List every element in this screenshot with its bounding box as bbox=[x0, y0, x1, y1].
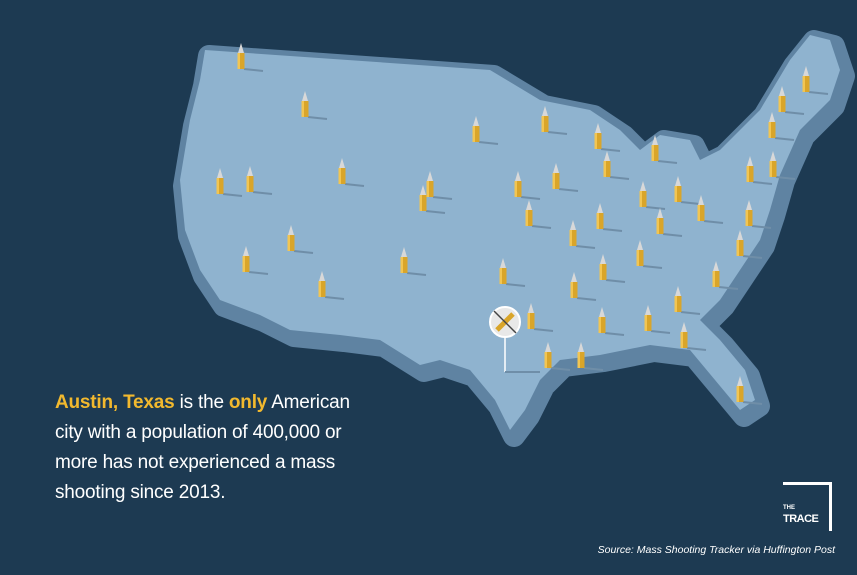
logo: THE TRACE bbox=[783, 482, 832, 531]
bullet bbox=[736, 376, 763, 405]
bullet bbox=[544, 342, 571, 371]
bullet bbox=[287, 225, 314, 254]
bullet bbox=[746, 156, 773, 185]
bullet bbox=[768, 112, 795, 141]
bullet bbox=[656, 208, 683, 237]
highlight: only bbox=[228, 392, 268, 413]
bullet bbox=[472, 116, 499, 145]
bullet bbox=[651, 135, 678, 164]
bullet bbox=[552, 163, 579, 192]
bullets bbox=[216, 43, 829, 405]
bullet bbox=[242, 246, 269, 275]
bullet bbox=[599, 254, 626, 283]
bullet bbox=[598, 307, 625, 336]
bullet bbox=[636, 240, 663, 269]
logo-small: THE bbox=[783, 505, 795, 511]
bullet bbox=[301, 91, 328, 120]
text: is the bbox=[174, 392, 229, 413]
bullet bbox=[577, 342, 604, 371]
bullet bbox=[527, 303, 554, 332]
bullet bbox=[570, 272, 597, 301]
bullet bbox=[712, 261, 739, 290]
logo-big: TRACE bbox=[783, 513, 819, 525]
bullet bbox=[674, 176, 701, 205]
bullet bbox=[400, 247, 427, 276]
bullet bbox=[338, 158, 365, 187]
bullet bbox=[802, 66, 829, 95]
bullet bbox=[697, 195, 724, 224]
bullet bbox=[246, 166, 273, 195]
bullet bbox=[745, 200, 772, 229]
bullet bbox=[499, 258, 526, 287]
bullet bbox=[603, 151, 630, 180]
source: Source: Mass Shooting Tracker via Huffin… bbox=[597, 544, 835, 556]
bullet bbox=[680, 322, 707, 351]
text: American city with a population of 400,0… bbox=[55, 392, 350, 503]
bullet bbox=[318, 271, 345, 300]
bullet bbox=[514, 171, 541, 200]
highlight: Austin, Texas bbox=[55, 392, 175, 413]
map-land bbox=[180, 35, 840, 430]
austin-marker bbox=[489, 306, 540, 373]
bullet bbox=[426, 171, 453, 200]
bullet bbox=[736, 230, 763, 259]
bullet bbox=[216, 168, 243, 197]
bullet bbox=[674, 286, 701, 315]
bullet bbox=[596, 203, 623, 232]
bullet bbox=[237, 43, 264, 72]
bullet bbox=[769, 151, 796, 180]
headline: Austin, Texas is the only American city … bbox=[55, 388, 370, 508]
bullet bbox=[639, 181, 666, 210]
bullet bbox=[419, 185, 446, 214]
bullet bbox=[569, 220, 596, 249]
bullet bbox=[594, 123, 621, 152]
bullet bbox=[541, 106, 568, 135]
bullet bbox=[778, 86, 805, 115]
bullet bbox=[525, 200, 552, 229]
bullet bbox=[644, 305, 671, 334]
